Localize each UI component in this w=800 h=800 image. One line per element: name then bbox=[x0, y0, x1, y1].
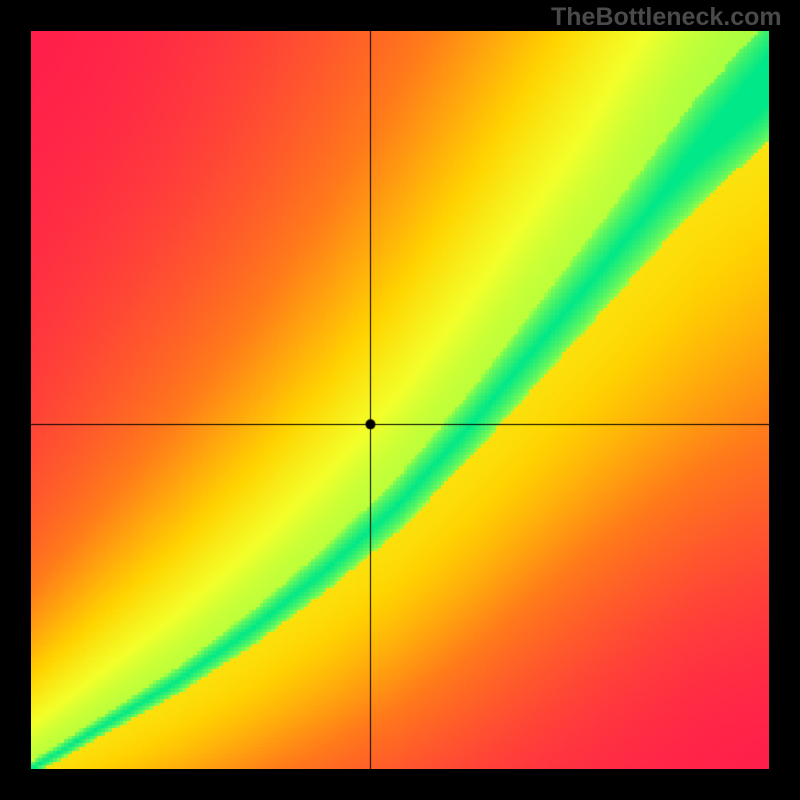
watermark-text: TheBottleneck.com bbox=[551, 3, 782, 32]
bottleneck-heatmap bbox=[31, 31, 769, 769]
chart-container: TheBottleneck.com bbox=[0, 0, 800, 800]
